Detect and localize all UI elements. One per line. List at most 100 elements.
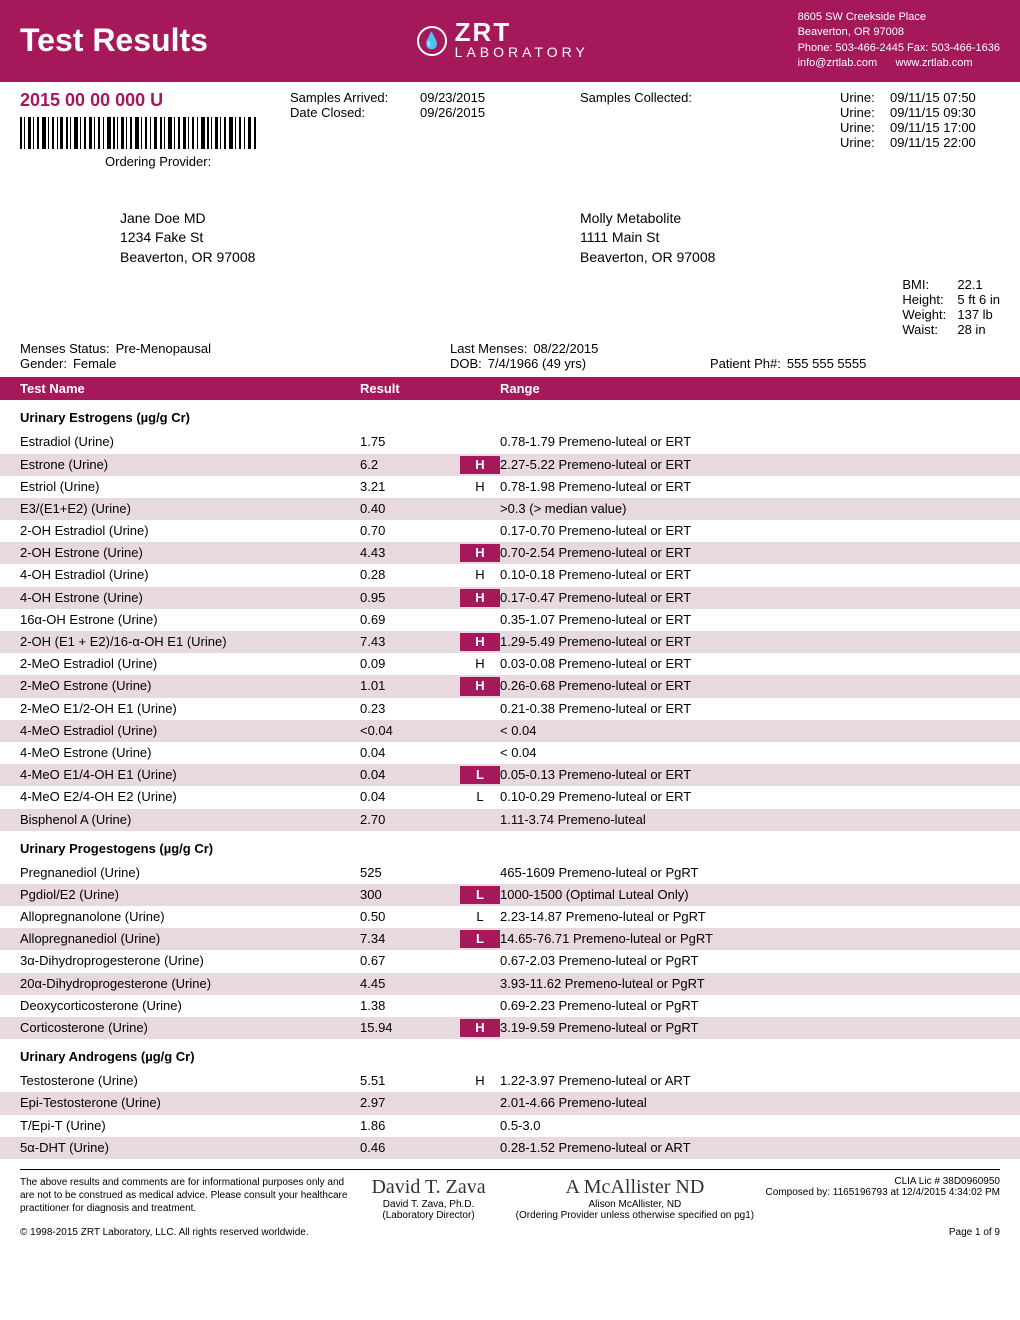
signature-1: David T. Zava David T. Zava, Ph.D. (Labo… (371, 1176, 485, 1221)
test-result: 0.46 (360, 1139, 460, 1157)
test-flag (460, 864, 500, 882)
dob-label: DOB: (450, 356, 482, 371)
test-range: 0.5-3.0 (500, 1117, 1000, 1135)
meta-block: 2015 00 00 000 U Samples Arrived:09/23/2… (0, 82, 1020, 156)
test-range: 1.22-3.97 Premeno-luteal or ART (500, 1072, 1000, 1090)
test-result: 0.04 (360, 788, 460, 806)
demographics: BMI:22.1 Height:5 ft 6 in Weight:137 lb … (0, 277, 1020, 377)
test-result: <0.04 (360, 722, 460, 740)
result-row: 2-MeO Estradiol (Urine)0.09H0.03-0.08 Pr… (0, 653, 1020, 675)
test-result: 0.09 (360, 655, 460, 673)
test-range: 0.28-1.52 Premeno-luteal or ART (500, 1139, 1000, 1157)
test-result: 6.2 (360, 456, 460, 474)
test-range: 0.70-2.54 Premeno-luteal or ERT (500, 544, 1000, 562)
addr-line2: Beaverton, OR 97008 (798, 25, 1000, 40)
test-name: 20α-Dihydroprogesterone (Urine) (20, 975, 360, 993)
test-result: 15.94 (360, 1019, 460, 1037)
test-name: Pgdiol/E2 (Urine) (20, 886, 360, 904)
patient-city: Beaverton, OR 97008 (580, 248, 960, 268)
test-flag: L (460, 886, 500, 904)
test-result: 7.34 (360, 930, 460, 948)
test-name: 5α-DHT (Urine) (20, 1139, 360, 1157)
urine-row: Urine:09/11/15 22:00 (840, 135, 1000, 150)
provider-address: Jane Doe MD 1234 Fake St Beaverton, OR 9… (120, 209, 500, 268)
test-flag: H (460, 478, 500, 496)
test-range: 2.01-4.66 Premeno-luteal (500, 1094, 1000, 1112)
test-name: Allopregnanolone (Urine) (20, 908, 360, 926)
test-name: 2-OH Estradiol (Urine) (20, 522, 360, 540)
patient-address: Molly Metabolite 1111 Main St Beaverton,… (580, 209, 960, 268)
test-range: 0.10-0.18 Premeno-luteal or ERT (500, 566, 1000, 584)
test-range: 0.26-0.68 Premeno-luteal or ERT (500, 677, 1000, 695)
result-row: Deoxycorticosterone (Urine)1.380.69-2.23… (0, 995, 1020, 1017)
test-range: 0.69-2.23 Premeno-luteal or PgRT (500, 997, 1000, 1015)
barcode (20, 117, 290, 152)
test-name: Deoxycorticosterone (Urine) (20, 997, 360, 1015)
copyright: © 1998-2015 ZRT Laboratory, LLC. All rig… (20, 1227, 309, 1238)
test-result: 0.23 (360, 700, 460, 718)
test-result: 0.28 (360, 566, 460, 584)
sig2-role: (Ordering Provider unless otherwise spec… (516, 1210, 754, 1221)
height-label: Height: (902, 292, 957, 307)
test-flag: H (460, 1072, 500, 1090)
urine-label: Urine: (840, 105, 890, 120)
sig1-title: David T. Zava, Ph.D. (371, 1199, 485, 1210)
test-range: 0.17-0.47 Premeno-luteal or ERT (500, 589, 1000, 607)
test-range: 0.67-2.03 Premeno-luteal or PgRT (500, 952, 1000, 970)
test-result: 300 (360, 886, 460, 904)
test-name: Estriol (Urine) (20, 478, 360, 496)
addr-line1: 8605 SW Creekside Place (798, 10, 1000, 25)
test-flag: H (460, 589, 500, 607)
result-row: Estradiol (Urine)1.750.78-1.79 Premeno-l… (0, 431, 1020, 453)
test-name: 16α-OH Estrone (Urine) (20, 611, 360, 629)
test-flag (460, 1094, 500, 1112)
waist-label: Waist: (902, 322, 957, 337)
last-menses: 08/22/2015 (533, 341, 598, 356)
result-row: Corticosterone (Urine)15.94H3.19-9.59 Pr… (0, 1017, 1020, 1039)
test-result: 0.69 (360, 611, 460, 629)
test-name: 3α-Dihydroprogesterone (Urine) (20, 952, 360, 970)
dob: 7/4/1966 (49 yrs) (488, 356, 586, 371)
test-result: 3.21 (360, 478, 460, 496)
test-range: 1.29-5.49 Premeno-luteal or ERT (500, 633, 1000, 651)
test-name: E3/(E1+E2) (Urine) (20, 500, 360, 518)
test-result: 2.97 (360, 1094, 460, 1112)
test-range: 2.27-5.22 Premeno-luteal or ERT (500, 456, 1000, 474)
test-result: 1.75 (360, 433, 460, 451)
test-range: 0.78-1.98 Premeno-luteal or ERT (500, 478, 1000, 496)
test-flag: H (460, 633, 500, 651)
weight: 137 lb (957, 307, 992, 322)
test-flag (460, 997, 500, 1015)
result-row: 3α-Dihydroprogesterone (Urine)0.670.67-2… (0, 950, 1020, 972)
test-name: Bisphenol A (Urine) (20, 811, 360, 829)
result-row: 4-OH Estradiol (Urine)0.28H0.10-0.18 Pre… (0, 564, 1020, 586)
result-row: Estrone (Urine)6.2H2.27-5.22 Premeno-lut… (0, 454, 1020, 476)
sample-id: 2015 00 00 000 U (20, 90, 290, 111)
result-row: 2-OH Estradiol (Urine)0.700.17-0.70 Prem… (0, 520, 1020, 542)
test-result: 0.50 (360, 908, 460, 926)
test-flag: L (460, 766, 500, 784)
header-bar: Test Results 💧 ZRT LABORATORY 8605 SW Cr… (0, 0, 1020, 82)
result-row: Allopregnanolone (Urine)0.50L2.23-14.87 … (0, 906, 1020, 928)
gender-label: Gender: (20, 356, 67, 371)
test-range: 0.35-1.07 Premeno-luteal or ERT (500, 611, 1000, 629)
urine-value: 09/11/15 07:50 (890, 90, 976, 105)
test-result: 1.86 (360, 1117, 460, 1135)
test-result: 4.43 (360, 544, 460, 562)
date-closed: 09/26/2015 (420, 105, 485, 120)
test-name: Epi-Testosterone (Urine) (20, 1094, 360, 1112)
sig1-script: David T. Zava (371, 1176, 485, 1199)
urine-value: 09/11/15 09:30 (890, 105, 976, 120)
test-result: 1.01 (360, 677, 460, 695)
test-result: 0.95 (360, 589, 460, 607)
col-range: Range (500, 381, 1000, 396)
urine-value: 09/11/15 22:00 (890, 135, 976, 150)
test-range: 1.11-3.74 Premeno-luteal (500, 811, 1000, 829)
test-flag (460, 975, 500, 993)
test-name: 4-MeO Estradiol (Urine) (20, 722, 360, 740)
bmi: 22.1 (957, 277, 982, 292)
test-flag (460, 522, 500, 540)
urine-value: 09/11/15 17:00 (890, 120, 976, 135)
test-flag (460, 700, 500, 718)
test-name: 4-OH Estradiol (Urine) (20, 566, 360, 584)
